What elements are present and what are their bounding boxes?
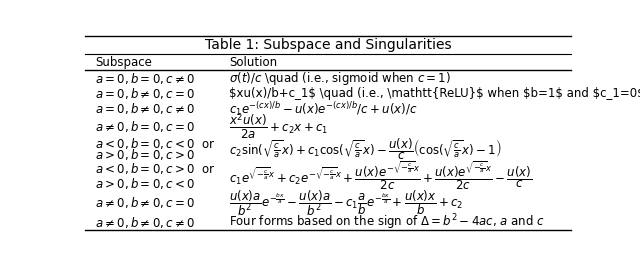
Text: $a>0, b=0, c<0$: $a>0, b=0, c<0$ (95, 176, 195, 191)
Text: $\dfrac{x^2u(x)}{2a}+c_2x+c_1$: $\dfrac{x^2u(x)}{2a}+c_2x+c_1$ (229, 112, 328, 142)
Text: $c_1e^{\sqrt{-\frac{c}{a}}x}+c_2e^{-\sqrt{-\frac{c}{a}}x}+\dfrac{u(x)e^{-\sqrt{-: $c_1e^{\sqrt{-\frac{c}{a}}x}+c_2e^{-\sqr… (229, 159, 532, 192)
Text: $a=0, b\neq 0, c=0$: $a=0, b\neq 0, c=0$ (95, 86, 195, 101)
Text: Table 1: Subspace and Singularities: Table 1: Subspace and Singularities (205, 38, 451, 52)
Text: $a=0, b=0, c\neq 0$: $a=0, b=0, c\neq 0$ (95, 70, 195, 85)
Text: Four forms based on the sign of $\Delta=b^2-4ac$, $a$ and $c$: Four forms based on the sign of $\Delta=… (229, 213, 545, 232)
Text: $c_2\sin(\sqrt{\frac{c}{a}}x)+c_1\cos(\sqrt{\frac{c}{a}}x)-\dfrac{u(x)}{c}\left(: $c_2\sin(\sqrt{\frac{c}{a}}x)+c_1\cos(\s… (229, 136, 501, 161)
Text: $a<0, b=0, c<0$  or: $a<0, b=0, c<0$ or (95, 135, 215, 150)
Text: $xu(x)/b+c_1$ \quad (i.e., \mathtt{ReLU}$ when $b=1$ and $c_1=0$): $xu(x)/b+c_1$ \quad (i.e., \mathtt{ReLU}… (229, 87, 640, 100)
Text: $c_1e^{-(cx)/b}-u(x)e^{-(cx)/b}/c+u(x)/c$: $c_1e^{-(cx)/b}-u(x)e^{-(cx)/b}/c+u(x)/c… (229, 100, 417, 118)
Text: Subspace: Subspace (95, 56, 152, 69)
Text: $a\neq 0, b\neq 0, c=0$: $a\neq 0, b\neq 0, c=0$ (95, 195, 195, 210)
Text: Solution: Solution (229, 56, 277, 69)
Text: $\dfrac{u(x)a}{b^2}e^{-\frac{bx}{a}}-\dfrac{u(x)a}{b^2}-c_1\dfrac{a}{b}e^{-\frac: $\dfrac{u(x)a}{b^2}e^{-\frac{bx}{a}}-\df… (229, 188, 463, 218)
Text: $a\neq 0, b=0, c=0$: $a\neq 0, b=0, c=0$ (95, 119, 195, 134)
Text: $a=0, b\neq 0, c\neq 0$: $a=0, b\neq 0, c\neq 0$ (95, 101, 195, 116)
Text: $\sigma(t)/c$ \quad (i.e., sigmoid when $c=1$): $\sigma(t)/c$ \quad (i.e., sigmoid when … (229, 70, 451, 87)
Text: $a>0, b=0, c>0$: $a>0, b=0, c>0$ (95, 147, 195, 162)
Text: $a\neq 0, b\neq 0, c\neq 0$: $a\neq 0, b\neq 0, c\neq 0$ (95, 215, 195, 230)
Text: $a<0, b=0, c>0$  or: $a<0, b=0, c>0$ or (95, 161, 215, 176)
